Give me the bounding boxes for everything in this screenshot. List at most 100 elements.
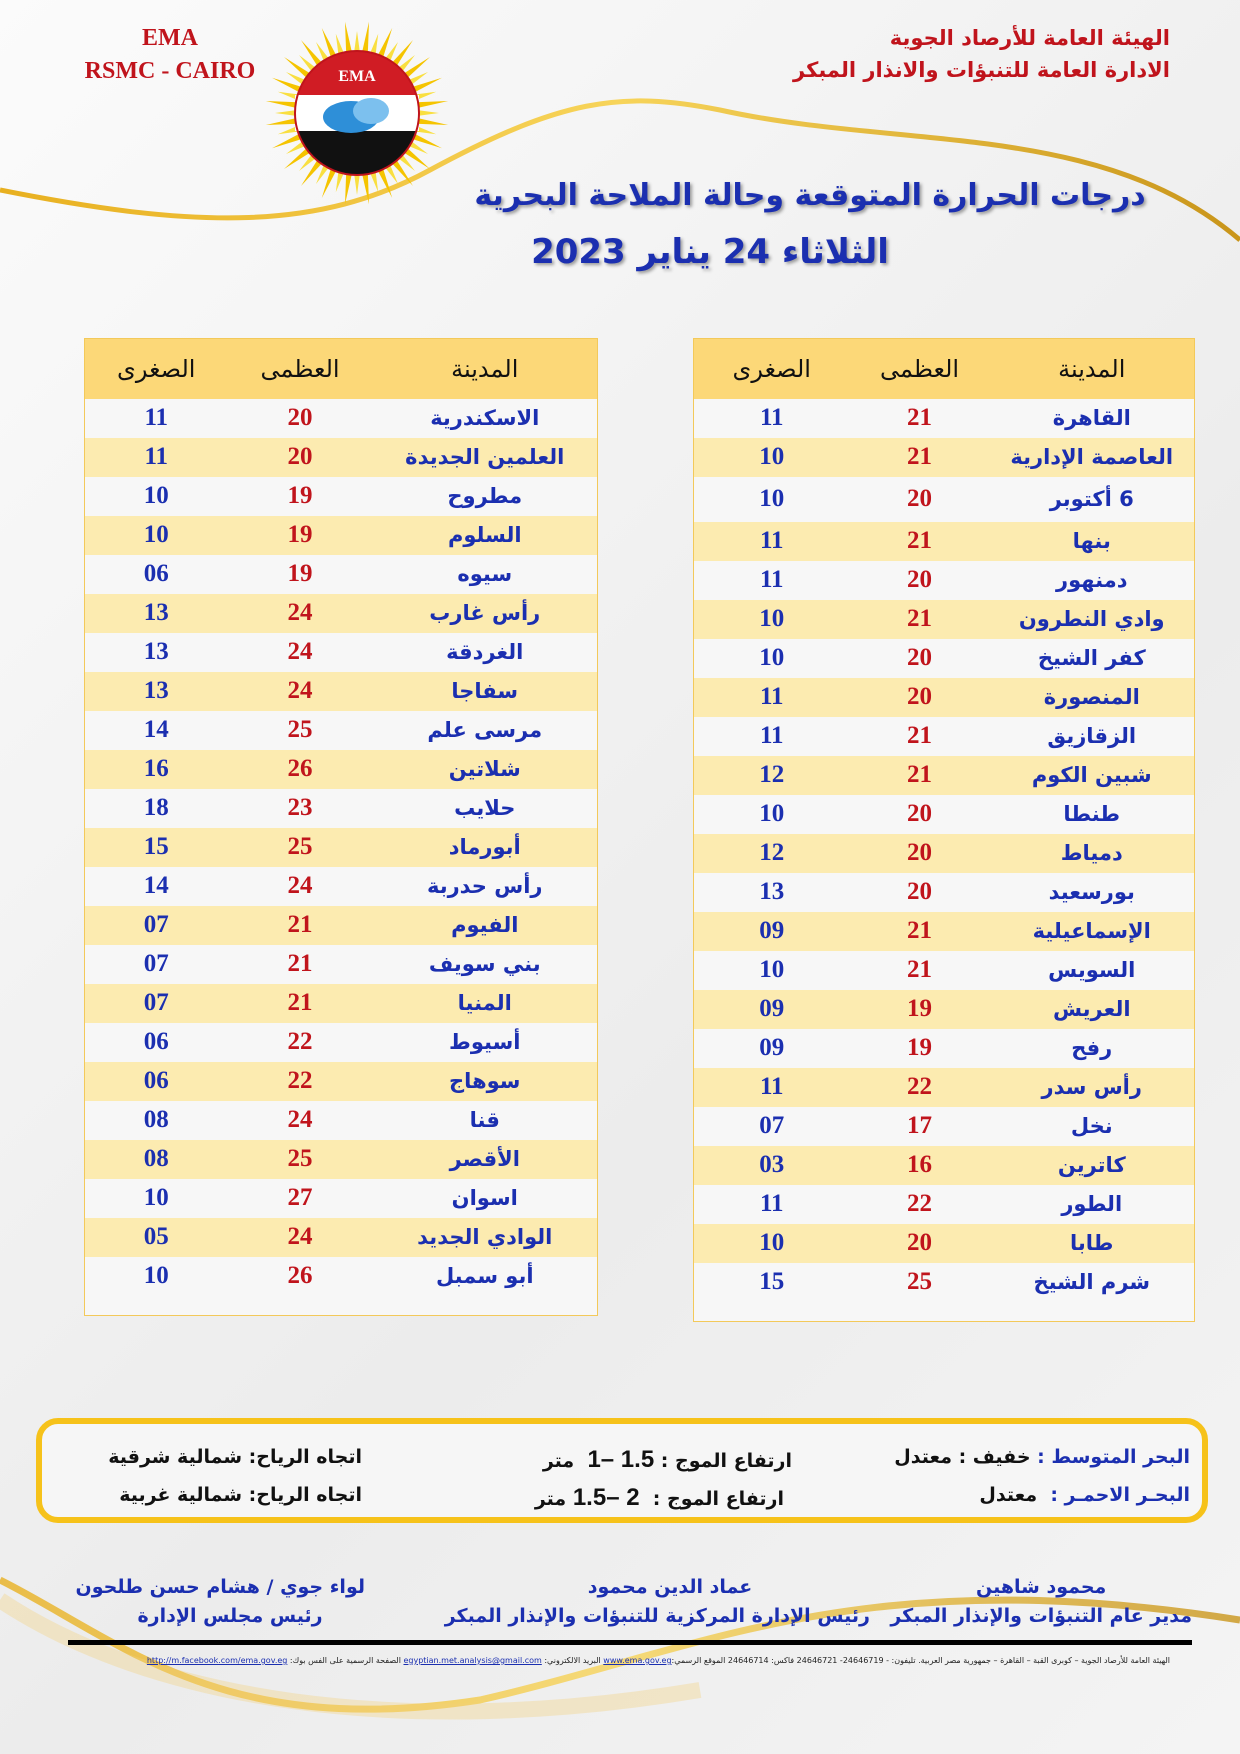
min-temp-cell: 06: [84, 554, 228, 594]
max-temp-cell: 21: [849, 911, 990, 951]
table-row: طابا 20 10: [693, 1223, 1195, 1263]
table-row: الزقازيق 21 11: [693, 716, 1195, 756]
table-row: طنطا 20 10: [693, 794, 1195, 834]
city-cell: دمنهور: [989, 560, 1195, 600]
city-cell: المنصورة: [989, 677, 1195, 717]
min-temp-cell: 11: [693, 1067, 850, 1107]
max-temp-cell: 25: [227, 710, 373, 750]
min-temp-cell: 11: [693, 1184, 850, 1224]
wind-label: اتجاه الرياح:: [248, 1446, 362, 1468]
table-row: وادي النطرون 21 10: [693, 599, 1195, 639]
max-temp-cell: 20: [849, 872, 990, 912]
footer-contact: الهيئة العامة للأرصاد الجوية – كوبرى الق…: [60, 1656, 1170, 1665]
min-temp-cell: 10: [693, 437, 850, 477]
table-row: أبورماد 25 15: [84, 827, 598, 867]
min-temp-cell: 13: [693, 872, 850, 912]
city-cell: الأقصر: [372, 1139, 598, 1179]
max-temp-cell: 25: [227, 827, 373, 867]
max-temp-cell: 22: [227, 1061, 373, 1101]
max-temp-cell: 21: [849, 950, 990, 990]
max-temp-cell: 24: [227, 1100, 373, 1140]
max-temp-cell: 20: [227, 437, 373, 477]
max-temp-cell: 27: [227, 1178, 373, 1218]
table-row: رأس غارب 24 13: [84, 593, 598, 633]
max-temp-cell: 21: [849, 599, 990, 639]
city-cell: كفر الشيخ: [989, 638, 1195, 678]
max-temp-cell: 22: [227, 1022, 373, 1062]
city-cell: طابا: [989, 1223, 1195, 1263]
table-row: دمنهور 20 11: [693, 560, 1195, 600]
wave-label: ارتفاع الموج :: [652, 1488, 784, 1510]
min-temp-cell: 05: [84, 1217, 228, 1257]
city-cell: رأس حدربة: [372, 866, 598, 906]
city-cell: رفح: [989, 1028, 1195, 1068]
max-temp-cell: 19: [227, 515, 373, 555]
table-row: قنا 24 08: [84, 1100, 598, 1140]
min-temp-cell: 06: [84, 1022, 228, 1062]
table-header-row: المدينة العظمى الصغرى: [84, 338, 598, 399]
min-temp-cell: 07: [84, 944, 228, 984]
min-temp-cell: 10: [84, 515, 228, 555]
table-row: الغردقة 24 13: [84, 632, 598, 672]
organization-header: الهيئة العامة للأرصاد الجوية الادارة الع…: [793, 22, 1170, 86]
city-cell: دمياط: [989, 833, 1195, 873]
min-temp-cell: 07: [84, 905, 228, 945]
column-max: العظمى: [849, 338, 990, 399]
max-temp-cell: 20: [849, 560, 990, 600]
wave-label: ارتفاع الموج :: [660, 1450, 792, 1472]
min-temp-cell: 10: [693, 599, 850, 639]
city-cell: بنها: [989, 521, 1195, 561]
city-cell: شبين الكوم: [989, 755, 1195, 795]
max-temp-cell: 19: [849, 989, 990, 1029]
min-temp-cell: 15: [84, 827, 228, 867]
min-temp-cell: 14: [84, 710, 228, 750]
footer-address: الهيئة العامة للأرصاد الجوية – كوبرى الق…: [671, 1656, 1170, 1665]
city-cell: سيوه: [372, 554, 598, 594]
min-temp-cell: 11: [84, 437, 228, 477]
wind-label: اتجاه الرياح:: [248, 1484, 362, 1506]
min-temp-cell: 11: [693, 677, 850, 717]
email-link[interactable]: egyptian.met.analysis@gmail.com: [403, 1656, 542, 1665]
table-row: المنصورة 20 11: [693, 677, 1195, 717]
signatory-name: لواء جوي / هشام حسن طلحون: [75, 1576, 365, 1598]
max-temp-cell: 21: [849, 437, 990, 477]
max-temp-cell: 21: [849, 521, 990, 561]
min-temp-cell: 10: [693, 476, 850, 522]
table-row: بورسعيد 20 13: [693, 872, 1195, 912]
min-temp-cell: 14: [84, 866, 228, 906]
city-cell: بورسعيد: [989, 872, 1195, 912]
email-label: البريد الالكتروني:: [544, 1656, 601, 1665]
city-cell: شرم الشيخ: [989, 1262, 1195, 1302]
city-cell: العاصمة الإدارية: [989, 437, 1195, 477]
city-cell: رأس غارب: [372, 593, 598, 633]
city-cell: الإسماعيلية: [989, 911, 1195, 951]
signatory-title: رئيس مجلس الإدارة: [137, 1605, 323, 1627]
city-cell: قنا: [372, 1100, 598, 1140]
max-temp-cell: 25: [227, 1139, 373, 1179]
min-temp-cell: 08: [84, 1139, 228, 1179]
table-row: دمياط 20 12: [693, 833, 1195, 873]
ema-logo: EMA: [265, 21, 449, 205]
table-row: سفاجا 24 13: [84, 671, 598, 711]
min-temp-cell: 10: [84, 1178, 228, 1218]
min-temp-cell: 09: [693, 1028, 850, 1068]
wave-unit: متر: [542, 1450, 575, 1472]
wave-unit: متر: [534, 1488, 567, 1510]
table-row: العاصمة الإدارية 21 10: [693, 437, 1195, 477]
city-cell: نخل: [989, 1106, 1195, 1146]
table-row: بنها 21 11: [693, 521, 1195, 561]
page-title: درجات الحرارة المتوقعة وحالة الملاحة الب…: [474, 178, 1146, 213]
wave-value: 1– 1.5: [587, 1446, 655, 1473]
website-link[interactable]: www.ema.gov.eg: [603, 1656, 672, 1665]
table-row: السلوم 19 10: [84, 515, 598, 555]
facebook-link[interactable]: http://m.facebook.com/ema.gov.eg: [146, 1656, 288, 1665]
table-row: نخل 17 07: [693, 1106, 1195, 1146]
min-temp-cell: 10: [84, 476, 228, 516]
max-temp-cell: 24: [227, 632, 373, 672]
table-row: العلمين الجديدة 20 11: [84, 437, 598, 477]
min-temp-cell: 12: [693, 755, 850, 795]
max-temp-cell: 20: [849, 638, 990, 678]
max-temp-cell: 19: [849, 1028, 990, 1068]
table-row: أسيوط 22 06: [84, 1022, 598, 1062]
table-row: الإسماعيلية 21 09: [693, 911, 1195, 951]
